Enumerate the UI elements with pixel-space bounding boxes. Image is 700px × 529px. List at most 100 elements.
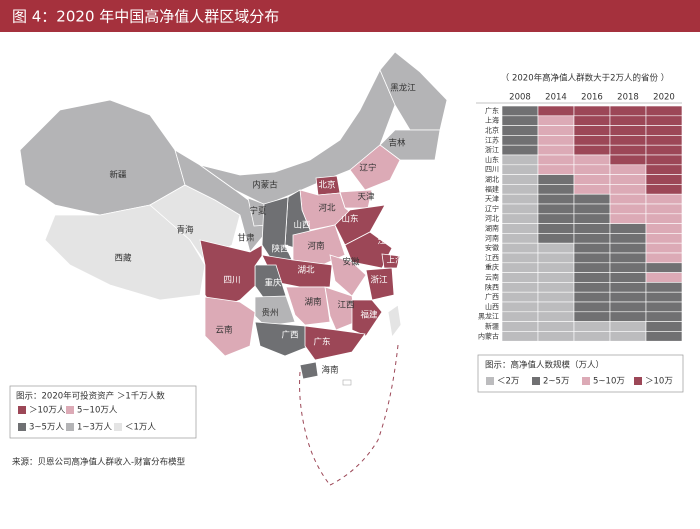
heat-cell bbox=[501, 262, 539, 273]
heat-cell bbox=[573, 213, 611, 224]
row-label: 新疆 bbox=[485, 322, 499, 331]
heat-cell bbox=[573, 184, 611, 195]
province-shape bbox=[379, 51, 448, 131]
heat-cell bbox=[501, 301, 539, 313]
heat-cell bbox=[537, 154, 575, 166]
heat-cell bbox=[573, 331, 611, 342]
row-label: 广西 bbox=[485, 292, 499, 301]
heat-cell bbox=[609, 321, 647, 332]
heat-cell bbox=[609, 311, 647, 322]
map-legend: ＞10万人 5~10万人 3~5万人 1~3万人 ＜1万人 bbox=[18, 406, 156, 433]
map-legend-box bbox=[9, 385, 197, 439]
heat-cell bbox=[573, 154, 611, 166]
heat-cell bbox=[645, 233, 683, 244]
row-label: 山西 bbox=[485, 302, 499, 311]
heat-cell bbox=[537, 282, 575, 293]
heat-cell bbox=[537, 164, 575, 175]
heat-cell bbox=[501, 213, 539, 224]
heat-cell bbox=[501, 331, 539, 342]
heat-cell bbox=[645, 105, 683, 117]
row-label: 四川 bbox=[485, 166, 499, 174]
province-label: 重庆 bbox=[264, 278, 282, 289]
province-label: 河北 bbox=[318, 203, 336, 214]
heat-cell bbox=[609, 282, 647, 293]
heat-cell bbox=[645, 164, 683, 175]
heat-cell bbox=[537, 193, 575, 205]
province-shape bbox=[285, 286, 331, 326]
year-label: 2016 bbox=[581, 93, 603, 103]
province-label: 河南 bbox=[307, 241, 324, 252]
row-label: 安徽 bbox=[485, 243, 499, 252]
province-shape bbox=[304, 325, 366, 361]
province-label: 湖北 bbox=[297, 266, 315, 276]
heat-cell bbox=[537, 115, 575, 126]
heat-cell bbox=[501, 193, 539, 205]
province-label: 湖南 bbox=[304, 297, 321, 308]
heat-cell bbox=[501, 272, 539, 283]
heat-cell bbox=[645, 174, 683, 185]
row-label: 内蒙古 bbox=[478, 331, 499, 340]
legend-label: ＜2万 bbox=[497, 377, 519, 387]
heat-cell bbox=[537, 272, 575, 283]
heat-cell bbox=[537, 331, 575, 342]
heat-cell bbox=[645, 282, 683, 293]
heat-cell bbox=[501, 164, 539, 175]
heat-cell bbox=[573, 233, 611, 244]
heat-cell bbox=[609, 154, 647, 166]
legend-label: 1~3万人 bbox=[77, 423, 112, 433]
province-label: 贵州 bbox=[261, 308, 278, 319]
heat-cell bbox=[537, 252, 575, 264]
row-label: 山东 bbox=[485, 155, 499, 164]
province-shape bbox=[204, 296, 256, 357]
row-label: 重庆 bbox=[485, 263, 499, 272]
heat-cell bbox=[537, 321, 575, 332]
heat-cell bbox=[573, 301, 611, 313]
heat-cell bbox=[609, 213, 647, 224]
heat-cell bbox=[573, 174, 611, 185]
source: 来源：贝恩公司高净值人群收入-财富分布模型 bbox=[12, 457, 186, 468]
province-shape bbox=[334, 204, 386, 246]
province-shape bbox=[329, 254, 367, 297]
row-label: 北京 bbox=[485, 126, 499, 135]
row-label: 黑龙江 bbox=[478, 312, 499, 321]
heatmap-legend-box bbox=[477, 354, 684, 393]
row-label: 河南 bbox=[485, 233, 499, 242]
province-label: 内蒙古 bbox=[252, 180, 278, 191]
row-label: 江西 bbox=[485, 254, 499, 262]
year-label: 2018 bbox=[617, 93, 639, 103]
heat-cell bbox=[501, 282, 539, 293]
heat-cell bbox=[537, 135, 575, 146]
heat-cell bbox=[573, 125, 611, 136]
province-shape bbox=[381, 253, 401, 269]
heat-cell bbox=[501, 242, 539, 254]
heat-cell bbox=[573, 252, 611, 264]
heat-cell bbox=[609, 193, 647, 205]
row-label: 辽宁 bbox=[485, 204, 499, 213]
heat-cell bbox=[645, 184, 683, 195]
heat-cell bbox=[609, 272, 647, 283]
province-label: 四川 bbox=[223, 276, 240, 286]
row-label: 湖南 bbox=[485, 224, 499, 233]
heat-cell bbox=[609, 164, 647, 175]
province-shape bbox=[324, 286, 357, 331]
heat-cell bbox=[537, 291, 575, 303]
row-label: 湖北 bbox=[485, 175, 499, 184]
province-shape bbox=[254, 321, 311, 357]
province-label: 新疆 bbox=[109, 170, 127, 181]
heat-cell bbox=[609, 144, 647, 156]
legend-label: 2~5万 bbox=[543, 377, 569, 387]
heat-cell bbox=[501, 135, 539, 146]
heat-cell bbox=[609, 105, 647, 117]
heat-cell bbox=[501, 223, 539, 234]
heat-cell bbox=[645, 213, 683, 224]
row-label: 福建 bbox=[485, 184, 499, 193]
heat-cell bbox=[609, 291, 647, 303]
province-label: 山西 bbox=[293, 220, 310, 231]
province-shape bbox=[299, 361, 319, 380]
province-label: 海南 bbox=[321, 365, 338, 376]
legend-label: ＞10万人 bbox=[29, 406, 66, 416]
legend-label: 3~5万人 bbox=[29, 423, 64, 433]
map-legend-title: 图示：2020年可投资资产 ＞1千万人数 bbox=[16, 391, 165, 402]
